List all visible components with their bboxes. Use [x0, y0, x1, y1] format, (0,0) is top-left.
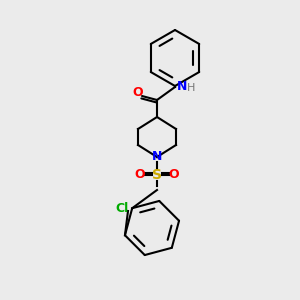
Text: O: O [169, 169, 179, 182]
Text: Cl: Cl [116, 202, 129, 214]
Text: H: H [187, 83, 195, 93]
Text: O: O [135, 169, 145, 182]
Text: N: N [152, 151, 162, 164]
Text: N: N [177, 80, 188, 94]
Text: O: O [133, 86, 143, 100]
Text: S: S [152, 168, 162, 182]
